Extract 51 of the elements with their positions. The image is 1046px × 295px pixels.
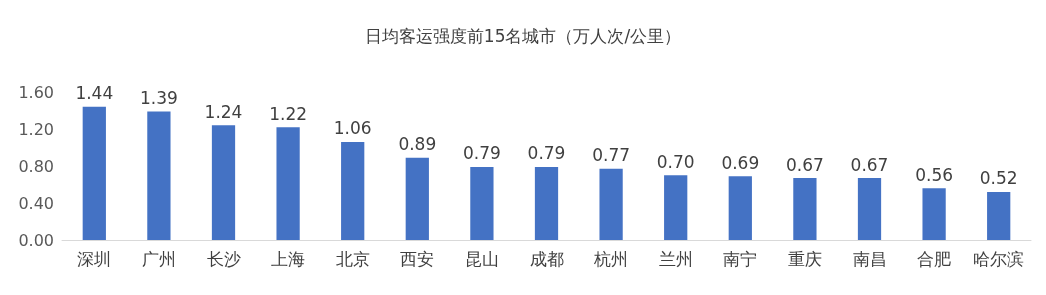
x-tick-label: 兰州 [658, 248, 693, 269]
data-label: 1.24 [204, 101, 243, 122]
data-label: 0.70 [656, 151, 695, 172]
bar [405, 157, 429, 240]
bar [82, 106, 106, 240]
data-label: 0.52 [979, 168, 1018, 189]
data-label: 0.67 [850, 154, 889, 175]
bar [922, 188, 946, 240]
data-label: 0.67 [785, 154, 824, 175]
bar [987, 191, 1011, 240]
y-tick-label: 0.00 [18, 230, 54, 250]
bar [728, 176, 752, 240]
y-tick-label: 1.60 [18, 82, 54, 102]
x-tick-label: 深圳 [77, 248, 112, 269]
data-label: 0.79 [527, 143, 566, 164]
bar [211, 125, 236, 240]
x-tick-label: 南昌 [852, 248, 887, 269]
y-tick-label: 0.40 [18, 193, 54, 213]
data-label: 1.06 [333, 118, 372, 139]
bar [147, 111, 171, 240]
x-tick-label: 重庆 [787, 248, 822, 269]
x-tick-label: 成都 [529, 248, 564, 269]
y-tick-label: 0.80 [18, 156, 54, 176]
x-tick-label: 广州 [141, 248, 176, 269]
x-tick-label: 南宁 [723, 248, 758, 269]
data-label: 1.44 [75, 83, 114, 104]
x-tick-label: 北京 [335, 248, 370, 269]
data-label: 1.22 [269, 103, 308, 124]
data-label: 0.77 [592, 145, 631, 166]
bar [599, 168, 623, 240]
x-tick-label: 西安 [400, 248, 435, 269]
x-tick-label: 哈尔滨 [973, 248, 1025, 269]
y-tick-label: 1.20 [18, 119, 54, 139]
bar [793, 178, 817, 240]
data-label: 0.56 [915, 164, 954, 185]
bar [664, 175, 688, 240]
x-tick-label: 合肥 [917, 248, 952, 269]
bar [857, 178, 882, 240]
x-tick-label: 长沙 [206, 248, 241, 269]
chart-title: 日均客运强度前15名城市（万人次/公里） [364, 25, 682, 46]
x-tick-label: 杭州 [593, 248, 629, 269]
x-tick-label: 昆山 [464, 248, 499, 269]
data-label: 0.89 [398, 134, 437, 155]
x-tick-label: 上海 [271, 248, 306, 269]
data-label: 0.69 [721, 152, 760, 173]
data-label: 0.79 [462, 143, 501, 164]
data-label: 1.39 [139, 87, 178, 108]
bar [534, 166, 559, 240]
bar [276, 127, 300, 240]
bar [341, 141, 365, 240]
bar [470, 166, 494, 240]
